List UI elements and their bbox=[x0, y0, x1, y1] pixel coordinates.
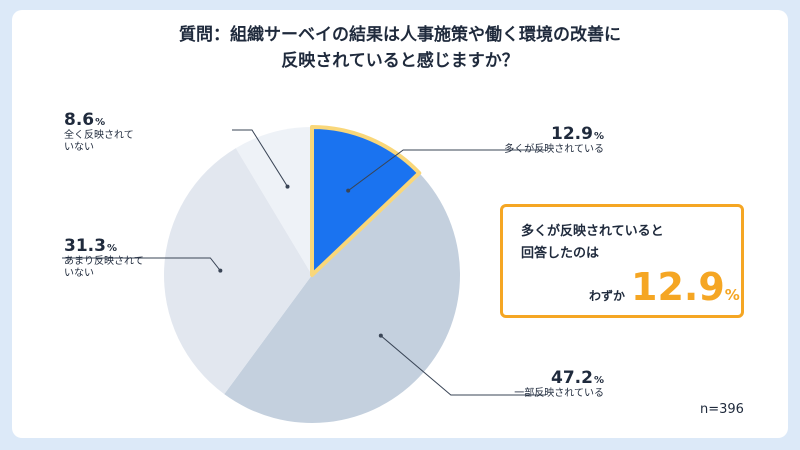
slice-label-4: 8.6% 全く反映されて いない bbox=[64, 110, 134, 154]
leader-dot-3 bbox=[218, 268, 223, 273]
leader-line-2 bbox=[380, 335, 545, 396]
slice-value-3: 31.3% bbox=[64, 236, 117, 256]
sample-size: n=396 bbox=[700, 402, 744, 417]
callout-value: 12.9% bbox=[631, 265, 740, 309]
pie-slice-2 bbox=[224, 173, 461, 424]
chart-title-line2: 反映されていると感じますか？ bbox=[281, 51, 519, 71]
chart-title-line1: 質問：組織サーベイの結果は人事施策や働く環境の改善に bbox=[179, 25, 621, 45]
leader-dot-2 bbox=[378, 333, 383, 338]
slice-label-2: 47.2% 一部反映されている bbox=[514, 368, 604, 400]
slice-caption-3: あまり反映されて いない bbox=[64, 256, 144, 279]
slice-caption-2: 一部反映されている bbox=[514, 388, 604, 399]
leader-dot-1 bbox=[346, 188, 351, 193]
callout-text: 多くが反映されていると 回答したのは bbox=[521, 224, 664, 261]
slice-caption-4: 全く反映されて いない bbox=[64, 130, 134, 153]
leader-line-4 bbox=[232, 129, 288, 187]
leader-line-3 bbox=[62, 257, 221, 271]
slice-value-1: 12.9% bbox=[551, 124, 604, 144]
leader-line-1 bbox=[347, 149, 545, 192]
slice-caption-1: 多くが反映されている bbox=[504, 144, 604, 155]
callout-prefix: わずか bbox=[589, 289, 626, 303]
slice-value-2: 47.2% bbox=[551, 368, 604, 388]
leader-dot-4 bbox=[285, 184, 290, 189]
pie-slice-3 bbox=[163, 148, 312, 395]
highlight-callout: 多くが反映されていると 回答したのは わずか 12.9% bbox=[500, 204, 744, 318]
slice-value-4: 8.6% bbox=[64, 110, 106, 130]
pie-slice-1 bbox=[310, 125, 422, 277]
chart-title: 質問：組織サーベイの結果は人事施策や働く環境の改善に 反映されていると感じますか… bbox=[0, 22, 800, 74]
pie-slice-4 bbox=[235, 127, 312, 275]
slice-label-3: 31.3% あまり反映されて いない bbox=[64, 236, 144, 280]
slice-label-1: 12.9% 多くが反映されている bbox=[504, 124, 604, 156]
